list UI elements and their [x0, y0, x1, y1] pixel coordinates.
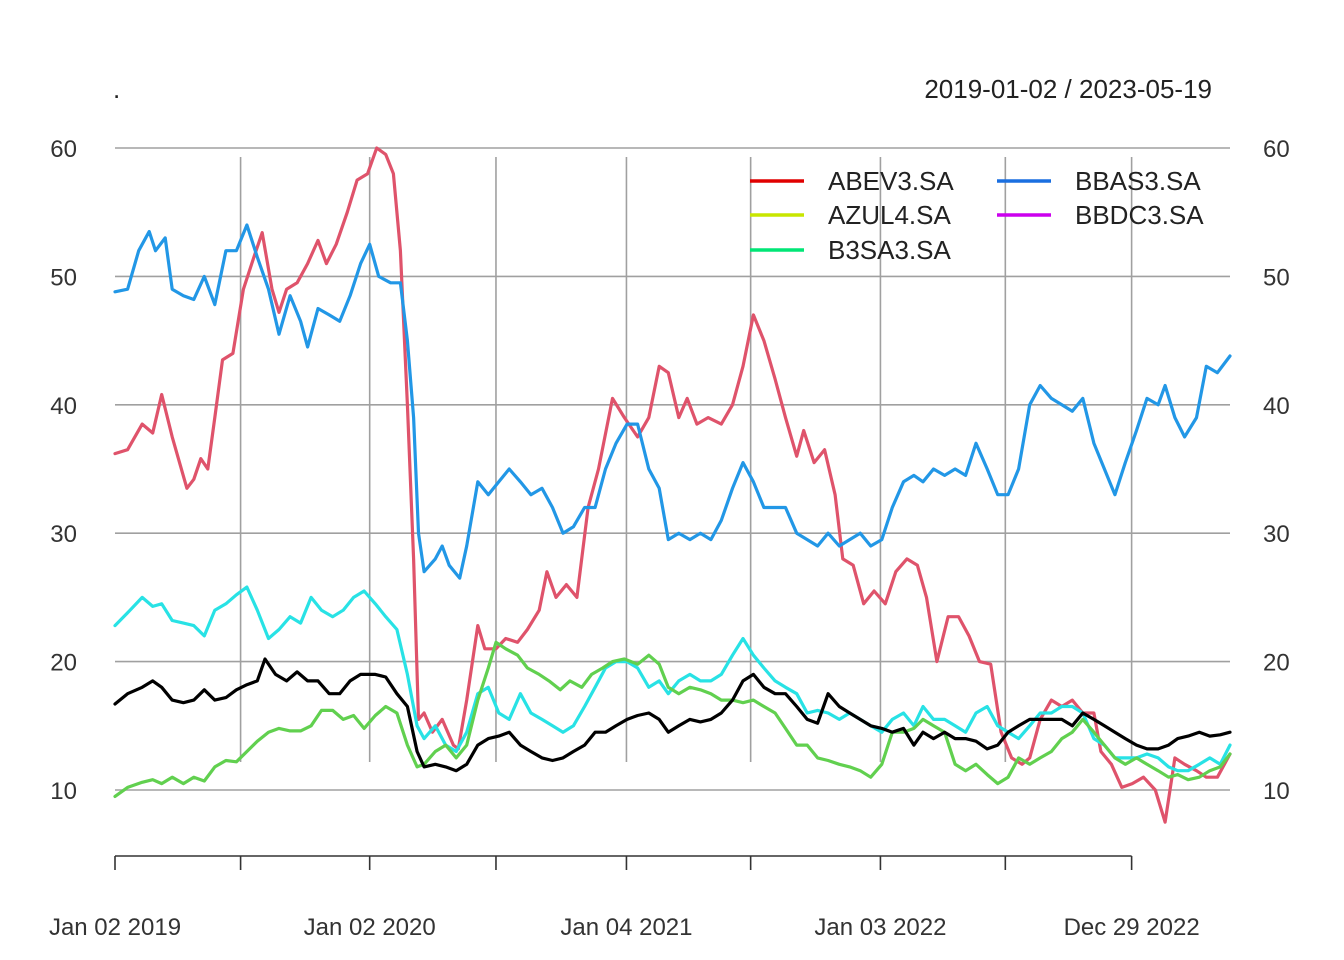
y-tick-label-left: 30 — [50, 521, 77, 548]
chart-title: . — [113, 74, 120, 104]
axes: 10 10 20 20 30 30 40 40 50 50 60 60 Jan 02 2019 Jan 0… — [49, 136, 1290, 941]
x-tick-label: Jan 02 2020 — [304, 914, 436, 941]
series-line-3 — [113, 585, 1232, 773]
legend-label: BBDC3.SA — [1075, 200, 1204, 230]
series-lines — [113, 146, 1232, 824]
legend-label: AZUL4.SA — [828, 200, 951, 230]
y-tick-label-left: 60 — [50, 136, 77, 163]
date-range-label: 2019-01-02 / 2023-05-19 — [924, 74, 1212, 104]
y-tick-label-left: 40 — [50, 393, 77, 420]
series-line-4 — [113, 640, 1232, 799]
legend: ABEV3.SA AZUL4.SA B3SA3.SA BBAS3.SA BBDC3.SA — [750, 166, 1204, 265]
y-tick-label-right: 30 — [1263, 521, 1290, 548]
grid — [115, 147, 1230, 791]
series-line-1 — [113, 146, 1232, 824]
legend-label: BBAS3.SA — [1075, 166, 1201, 196]
legend-label: ABEV3.SA — [828, 166, 954, 196]
x-tick-label: Dec 29 2022 — [1064, 914, 1200, 941]
y-tick-label-left: 50 — [50, 264, 77, 291]
x-tick-label: Jan 03 2022 — [814, 914, 946, 941]
y-tick-label-left: 20 — [50, 650, 77, 677]
legend-label: B3SA3.SA — [828, 235, 952, 265]
y-tick-label-right: 10 — [1263, 778, 1290, 805]
y-tick-label-right: 50 — [1263, 264, 1290, 291]
x-tick-label: Jan 02 2019 — [49, 914, 181, 941]
series-line-5 — [113, 657, 1232, 773]
y-tick-label-right: 60 — [1263, 136, 1290, 163]
series-line-2 — [113, 223, 1232, 580]
x-tick-label: Jan 04 2021 — [560, 914, 692, 941]
y-tick-label-right: 40 — [1263, 393, 1290, 420]
y-tick-label-right: 20 — [1263, 650, 1290, 677]
y-tick-label-left: 10 — [50, 778, 77, 805]
